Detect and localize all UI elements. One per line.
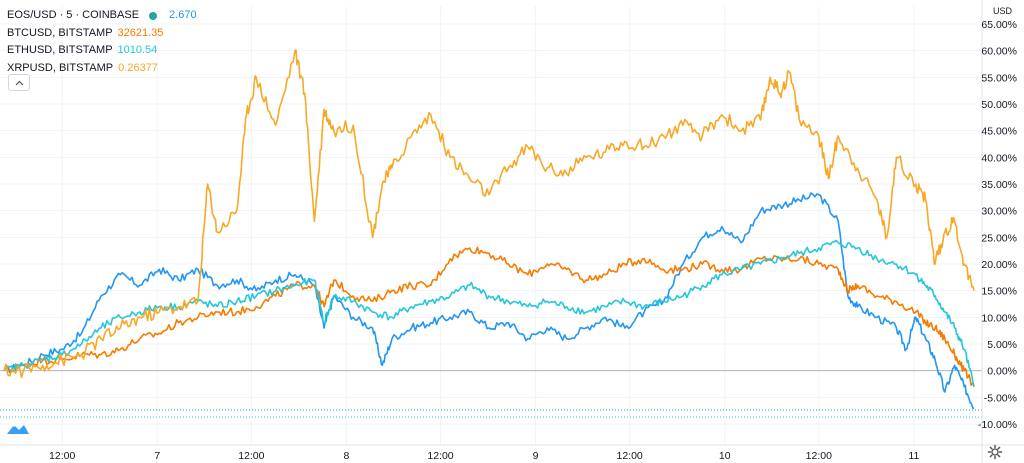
x-tick-label: 12:00 xyxy=(238,450,264,462)
x-tick-label: 10 xyxy=(719,450,731,462)
x-tick-label: 8 xyxy=(343,450,349,462)
legend-compare-symbol: ETHUSD, BITSTAMP xyxy=(7,44,113,56)
legend-main[interactable]: EOS/USD · 5 · COINBASE 2.670 xyxy=(7,7,197,25)
y-tick-label: 60.00% xyxy=(981,46,1017,58)
legend-main-value: 2.670 xyxy=(169,9,197,21)
series-line-xrpusd[interactable] xyxy=(3,49,975,379)
status-dot-icon xyxy=(149,11,158,20)
legend-compare-value: 32621.35 xyxy=(117,26,164,39)
y-tick-label: 65.00% xyxy=(981,19,1017,31)
y-tick-label: 15.00% xyxy=(981,286,1017,298)
y-tick-label: 45.00% xyxy=(981,126,1017,138)
y-tick-label: 0.00% xyxy=(987,366,1017,378)
series-line-btcusd[interactable] xyxy=(3,246,975,387)
x-tick-label: 12:00 xyxy=(617,450,643,462)
x-tick-label: 7 xyxy=(154,450,160,462)
y-tick-label: 10.00% xyxy=(981,312,1017,324)
y-unit-label: USD xyxy=(993,6,1013,16)
legend-compare-value: 1010.54 xyxy=(117,44,158,56)
y-tick-label: 20.00% xyxy=(981,259,1017,271)
y-tick-label: 35.00% xyxy=(981,179,1017,191)
y-tick-label: -10.00% xyxy=(978,419,1017,431)
y-tick-label: 5.00% xyxy=(987,339,1017,351)
y-tick-label: 30.00% xyxy=(981,206,1017,218)
legend-compare-eth[interactable]: ETHUSD, BITSTAMP 1010.54 xyxy=(7,42,197,60)
tradingview-logo[interactable] xyxy=(6,422,30,436)
x-tick-label: 12:00 xyxy=(427,450,453,462)
chevron-up-icon xyxy=(15,80,23,85)
x-tick-label: 12:00 xyxy=(806,450,832,462)
y-tick-label: -5.00% xyxy=(984,392,1017,404)
legend-collapse-button[interactable] xyxy=(8,74,30,91)
x-tick-label: 9 xyxy=(533,450,539,462)
y-tick-label: 50.00% xyxy=(981,99,1017,111)
y-tick-label: 40.00% xyxy=(981,152,1017,164)
x-tick-label: 12:00 xyxy=(49,450,75,462)
legend-compare-symbol: XRPUSD, BITSTAMP xyxy=(7,61,114,74)
series-line-eos-usd[interactable] xyxy=(3,192,975,410)
legend-compare-symbol: BTCUSD, BITSTAMP xyxy=(7,26,113,39)
legend-main-symbol: EOS/USD · 5 · COINBASE xyxy=(7,9,140,21)
legend-compare-xrp[interactable]: XRPUSD, BITSTAMP 0.26377 xyxy=(7,60,197,78)
x-tick-label: 11 xyxy=(908,450,919,462)
series-line-ethusd[interactable] xyxy=(3,239,975,387)
legend: EOS/USD · 5 · COINBASE 2.670 BTCUSD, BIT… xyxy=(7,7,197,77)
y-tick-label: 55.00% xyxy=(981,72,1017,84)
y-tick-label: 25.00% xyxy=(981,232,1017,244)
legend-compare-btc[interactable]: BTCUSD, BITSTAMP 32621.35 xyxy=(7,25,197,43)
gear-icon[interactable] xyxy=(987,444,1003,460)
legend-compare-value: 0.26377 xyxy=(118,61,158,74)
